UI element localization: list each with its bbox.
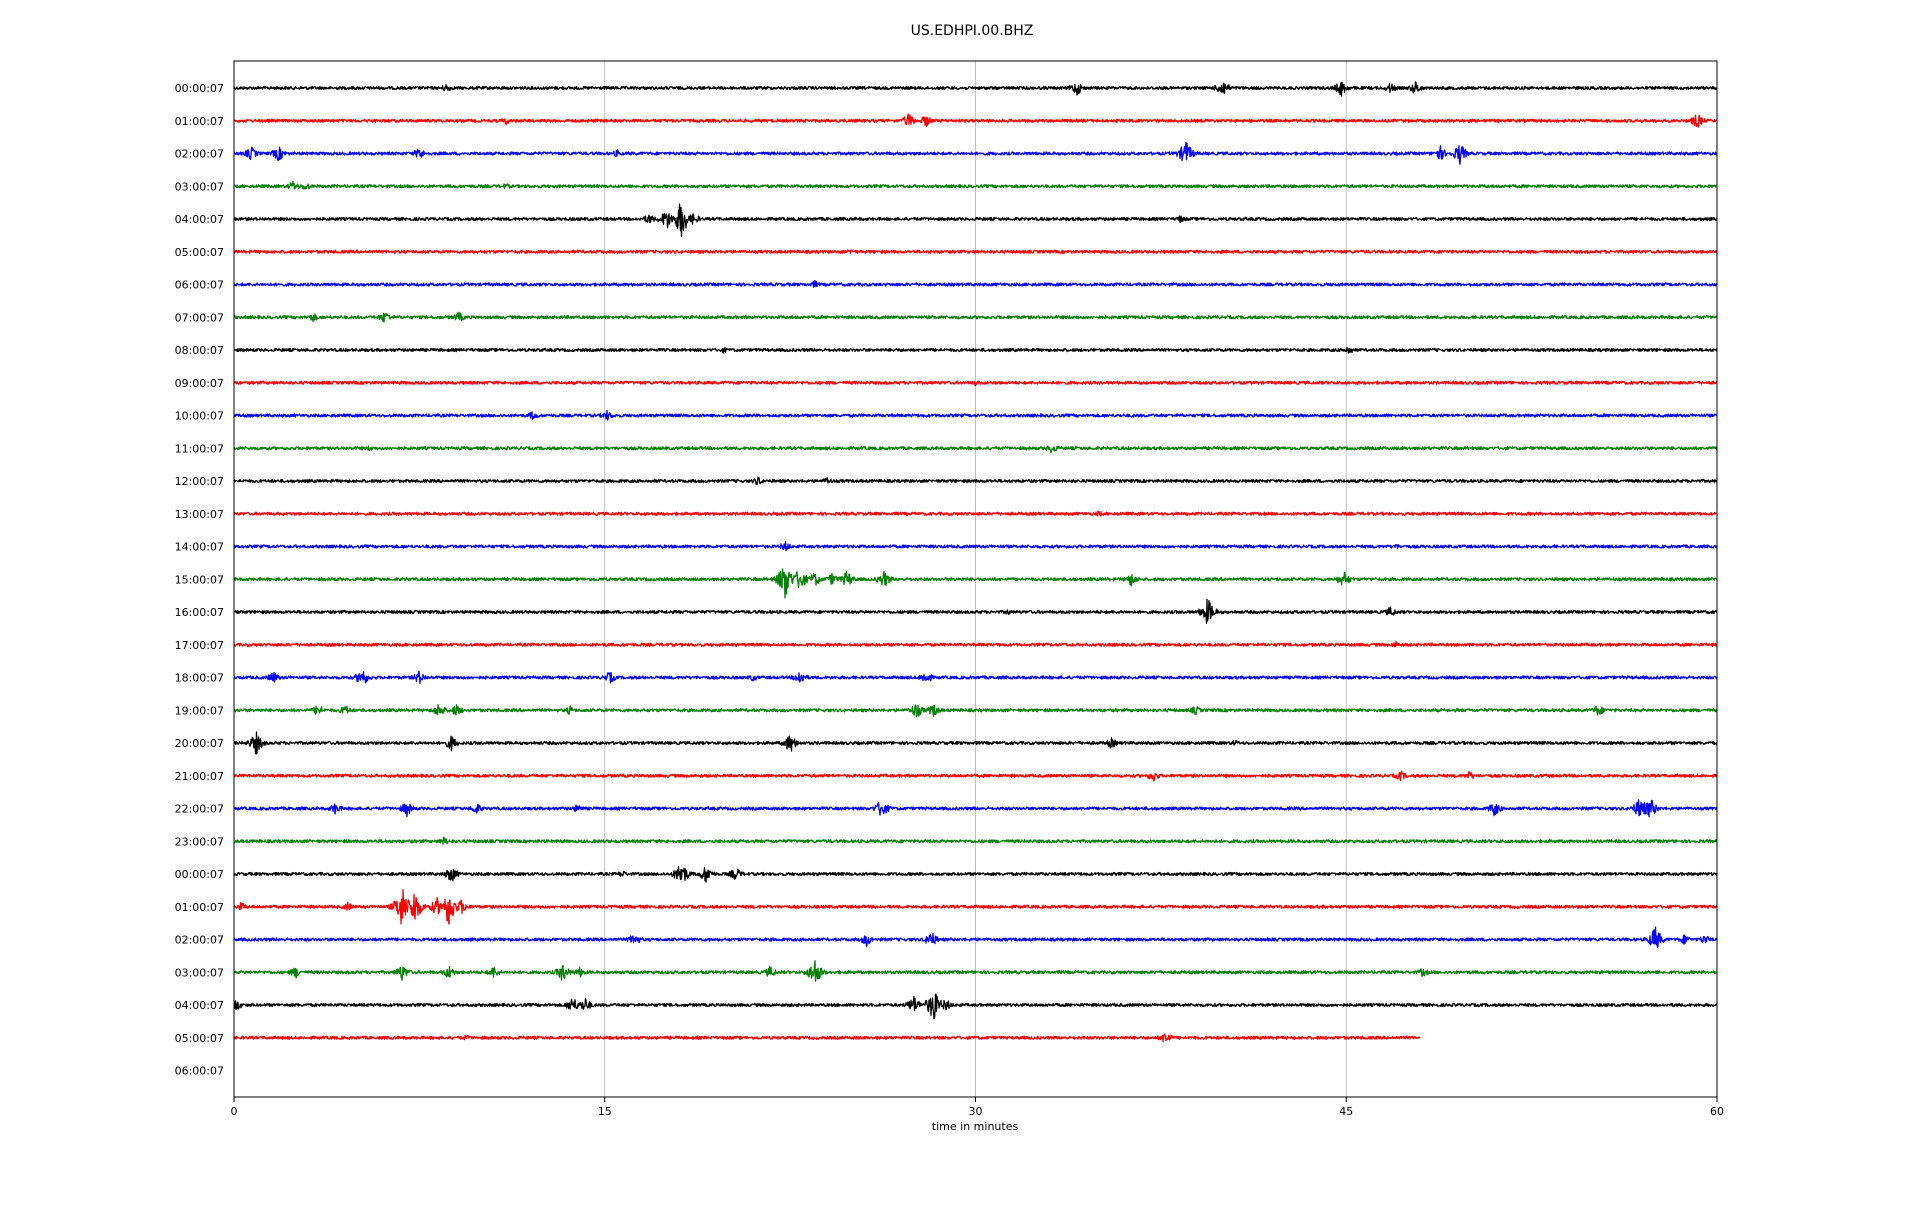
seismic-trace bbox=[233, 960, 1718, 982]
row-label: 11:00:07 bbox=[175, 442, 224, 455]
seismic-trace bbox=[233, 993, 1718, 1020]
seismic-trace bbox=[233, 926, 1718, 949]
row-label: 01:00:07 bbox=[175, 901, 224, 914]
row-label: 12:00:07 bbox=[175, 475, 224, 488]
row-label: 03:00:07 bbox=[175, 180, 224, 193]
x-axis-label: time in minutes bbox=[932, 1120, 1019, 1133]
x-tick-label: 0 bbox=[231, 1105, 238, 1118]
seismic-trace bbox=[233, 249, 1718, 254]
row-label: 06:00:07 bbox=[175, 1065, 224, 1078]
row-label: 19:00:07 bbox=[175, 704, 224, 717]
row-label: 02:00:07 bbox=[175, 148, 224, 161]
seismic-trace bbox=[233, 1033, 1421, 1043]
seismic-trace bbox=[233, 476, 1718, 486]
seismic-trace bbox=[233, 180, 1718, 190]
seismic-trace bbox=[233, 203, 1718, 237]
chart-title: US.EDHPI.00.BHZ bbox=[911, 23, 1034, 39]
x-tick-label: 45 bbox=[1339, 1105, 1353, 1118]
seismic-trace bbox=[233, 731, 1718, 755]
row-label: 08:00:07 bbox=[175, 344, 224, 357]
x-axis-ticks: 0 15 30 45 60 bbox=[231, 1097, 1724, 1118]
row-label: 15:00:07 bbox=[175, 573, 224, 586]
row-label: 18:00:07 bbox=[175, 672, 224, 685]
seismic-trace bbox=[233, 81, 1718, 97]
seismic-trace bbox=[233, 445, 1718, 454]
row-label: 05:00:07 bbox=[175, 246, 224, 259]
seismic-trace bbox=[233, 380, 1718, 387]
seismic-trace bbox=[233, 510, 1718, 517]
seismic-trace bbox=[233, 598, 1718, 624]
row-label: 03:00:07 bbox=[175, 966, 224, 979]
seismic-trace bbox=[233, 311, 1718, 323]
row-labels: 00:00:07 01:00:07 02:00:07 03:00:07 04:00:07… bbox=[175, 82, 224, 1078]
row-label: 04:00:07 bbox=[175, 999, 224, 1012]
row-label: 04:00:07 bbox=[175, 213, 224, 226]
seismic-trace bbox=[233, 836, 1718, 845]
row-label: 17:00:07 bbox=[175, 639, 224, 652]
row-label: 23:00:07 bbox=[175, 835, 224, 848]
row-label: 06:00:07 bbox=[175, 279, 224, 292]
x-tick-label: 15 bbox=[598, 1105, 612, 1118]
seismic-trace bbox=[233, 640, 1718, 648]
row-label: 13:00:07 bbox=[175, 508, 224, 521]
seismic-trace bbox=[233, 540, 1718, 552]
row-label: 10:00:07 bbox=[175, 410, 224, 423]
x-tick-label: 60 bbox=[1710, 1105, 1724, 1118]
seismic-trace bbox=[233, 865, 1718, 883]
seismic-trace bbox=[233, 670, 1718, 685]
seismic-trace bbox=[233, 568, 1718, 599]
row-label: 05:00:07 bbox=[175, 1032, 224, 1045]
row-label: 00:00:07 bbox=[175, 82, 224, 95]
seismic-trace bbox=[233, 770, 1718, 782]
seismic-trace bbox=[233, 280, 1718, 288]
seismic-trace bbox=[233, 113, 1718, 128]
row-label: 22:00:07 bbox=[175, 803, 224, 816]
row-label: 07:00:07 bbox=[175, 311, 224, 324]
trace-group bbox=[233, 81, 1718, 1043]
row-label: 21:00:07 bbox=[175, 770, 224, 783]
row-label: 01:00:07 bbox=[175, 115, 224, 128]
row-label: 20:00:07 bbox=[175, 737, 224, 750]
row-label: 02:00:07 bbox=[175, 934, 224, 947]
row-label: 14:00:07 bbox=[175, 541, 224, 554]
seismic-trace bbox=[233, 703, 1718, 718]
row-label: 09:00:07 bbox=[175, 377, 224, 390]
x-tick-label: 30 bbox=[969, 1105, 983, 1118]
seismic-trace bbox=[233, 409, 1718, 421]
row-label: 00:00:07 bbox=[175, 868, 224, 881]
seismic-trace bbox=[233, 888, 1718, 925]
seismic-trace bbox=[233, 346, 1718, 354]
seismic-trace bbox=[233, 141, 1718, 165]
row-label: 16:00:07 bbox=[175, 606, 224, 619]
seismic-trace bbox=[233, 799, 1718, 818]
